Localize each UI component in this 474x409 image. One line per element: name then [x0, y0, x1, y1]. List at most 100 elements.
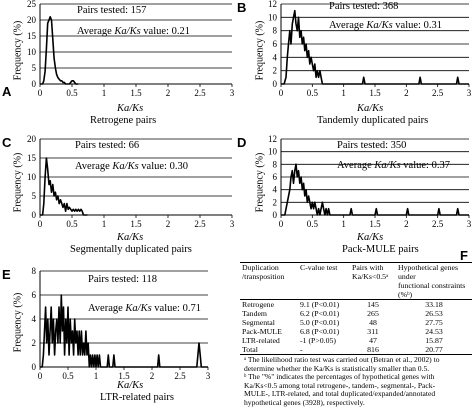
- y-tick-label: 15: [27, 153, 37, 163]
- header-pairs: Pairs with Ka/Ks<0.5ᵃ: [352, 263, 389, 281]
- x-tick-label: 2.5: [432, 88, 444, 98]
- table-cell: 816: [367, 345, 379, 354]
- table-cell: 265: [367, 309, 379, 318]
- table-cell: 48: [369, 318, 377, 327]
- table-row: Tandem 6.2 (P<0.01) 265 26.53: [240, 309, 472, 318]
- y-tick-label: 0: [273, 210, 278, 220]
- x-tick-label: 1.5: [369, 219, 381, 229]
- constraints-table: Duplication/transposition C-value test P…: [240, 262, 472, 355]
- average-suffix: value: 0.37: [400, 160, 450, 171]
- footnote-line: ᵃ The likelihood ratio test was carried …: [244, 355, 440, 364]
- panel-label-f: F: [460, 248, 468, 263]
- x-axis-label: Ka/Ks: [117, 380, 144, 391]
- y-tick-label: 20: [27, 15, 37, 25]
- average-suffix: value: 0.71: [151, 303, 201, 314]
- average-value: Average Ka/Ks value: 0.37: [337, 160, 450, 171]
- average-prefix: Average: [329, 20, 367, 31]
- x-tick-label: 2: [166, 88, 171, 98]
- x-tick-label: 0: [279, 88, 284, 98]
- table-cell: 311: [367, 327, 379, 336]
- y-tick-label: 12: [268, 0, 277, 9]
- table-cell: 9.1 (P<0.01): [300, 300, 340, 309]
- y-tick-label: 10: [268, 147, 278, 157]
- chart-e: 0 2 4 6 8 0 0.5 1 1.5 2 2.5 3: [32, 266, 211, 381]
- x-tick-label: 1.5: [369, 88, 381, 98]
- y-tick-label: 25: [27, 0, 37, 9]
- footnote-line: Ka/Ks<0.5 among total retrogene-, tandem…: [244, 380, 436, 390]
- header-cvalue: C-value test: [300, 263, 338, 272]
- table-cell: 26.53: [425, 309, 443, 318]
- panel-label: B: [237, 0, 247, 15]
- x-tick-label: 2.5: [432, 219, 444, 229]
- average-ratio: Ka/Ks: [125, 303, 152, 314]
- average-prefix: Average: [75, 161, 113, 172]
- table-cell: 27.75: [425, 318, 443, 327]
- table-cell: 24.53: [425, 327, 443, 336]
- table-header: Duplication/transposition C-value test P…: [240, 262, 472, 300]
- pairs-tested: Pairs tested: 118: [88, 274, 158, 285]
- panel-label: E: [2, 267, 11, 282]
- pairs-tested: Pairs tested: 350: [337, 140, 407, 151]
- average-ratio: Ka/Ks: [366, 20, 393, 31]
- chart-c: 0 5 10 15 20 0 0.5 1 1.5 2 2.5 3: [27, 134, 235, 229]
- x-tick-label: 1.5: [118, 371, 130, 381]
- x-tick-label: 2: [150, 371, 155, 381]
- table-row: Total - 816 20.77: [240, 345, 472, 355]
- x-tick-label: 2: [404, 88, 409, 98]
- chart-a: 0 5 10 15 20 25 0 0.5 1 1.5 2 2.5 3: [27, 0, 235, 98]
- y-tick-label: 2: [32, 338, 37, 348]
- footnote-line: ᵇ The "%" indicates the percentages of h…: [244, 372, 435, 382]
- x-tick-label: 0: [38, 88, 43, 98]
- panel-label: D: [237, 135, 247, 150]
- x-tick-label: 3: [206, 371, 211, 381]
- average-ratio: Ka/Ks: [112, 161, 139, 172]
- y-tick-label: 2: [273, 197, 278, 207]
- x-tick-label: 1: [102, 219, 107, 229]
- panel-caption: Segmentally duplicated pairs: [70, 244, 192, 255]
- x-axis-label: Ka/Ks: [357, 232, 384, 243]
- header-duplication: Duplication/transposition: [242, 263, 285, 281]
- average-value: Average Ka/Ks value: 0.21: [77, 26, 190, 37]
- x-tick-label: 0: [38, 219, 43, 229]
- x-tick-label: 0.5: [66, 219, 78, 229]
- footnote-line: hypothetical genes (3928), respectively.: [244, 397, 365, 407]
- x-tick-label: 2.5: [194, 88, 206, 98]
- y-tick-label: 12: [268, 134, 277, 144]
- y-tick-label: 5: [32, 63, 37, 73]
- panel-caption: Tandemly duplicated pairs: [317, 115, 429, 126]
- footnote-line: determine whether the Ka/Ks is statistic…: [244, 363, 430, 373]
- x-tick-label: 3: [230, 219, 235, 229]
- header-hypothetical: Hypothetical genes under functional const…: [398, 263, 466, 299]
- x-axis-label: Ka/Ks: [357, 103, 384, 114]
- panel-caption: Retrogene pairs: [90, 115, 157, 126]
- y-tick-label: 8: [273, 159, 278, 169]
- table-cell: 15.87: [425, 336, 443, 345]
- table-row: Retrogene 9.1 (P<0.01) 145 33.18: [240, 300, 472, 310]
- table-cell: -: [300, 345, 303, 354]
- table-cell: 145: [367, 300, 379, 309]
- y-tick-label: 0: [32, 79, 37, 89]
- panel-f-table: Duplication/transposition C-value test P…: [240, 262, 472, 408]
- frequency-series-line: [281, 9, 469, 85]
- table-row: LTR-related -1 (P>0.05) 47 15.87: [240, 336, 472, 345]
- y-tick-label: 5: [32, 191, 37, 201]
- panel-caption: LTR-related pairs: [100, 392, 174, 403]
- average-ratio: Ka/Ks: [114, 26, 141, 37]
- x-tick-label: 0: [279, 219, 284, 229]
- chart-b: 0 2 4 6 8 10 12 0 0.5 1 1.5 2 2.5 3: [268, 0, 472, 98]
- average-value: Average Ka/Ks value: 0.31: [329, 20, 442, 31]
- table-cell: Retrogene: [242, 300, 275, 309]
- x-tick-label: 0.5: [62, 371, 74, 381]
- average-ratio: Ka/Ks: [374, 160, 401, 171]
- panel-c: C Frequency (%) 0 5 10 15 20 0 0.5 1 1.5 2 2.5 3 Pa…: [0, 134, 237, 265]
- x-tick-label: 3: [467, 88, 472, 98]
- y-tick-label: 10: [27, 47, 37, 57]
- y-tick-label: 10: [268, 12, 278, 22]
- table-row: Pack-MULE 6.8 (P<0.01) 311 24.53: [240, 327, 472, 336]
- frequency-series-line: [40, 15, 79, 85]
- panel-d: D Frequency (%) 0 2 4 6 8 10 12 0 0.5 1 1.5 2 2.5 3 P…: [237, 134, 474, 265]
- panel-e: E Frequency (%) 0 2 4 6 8 0 0.5 1 1.5 2 2.5 3 Pairs…: [0, 265, 237, 409]
- x-tick-label: 2: [166, 219, 171, 229]
- table-cell: 6.2 (P<0.01): [300, 309, 340, 318]
- x-tick-label: 3: [467, 219, 472, 229]
